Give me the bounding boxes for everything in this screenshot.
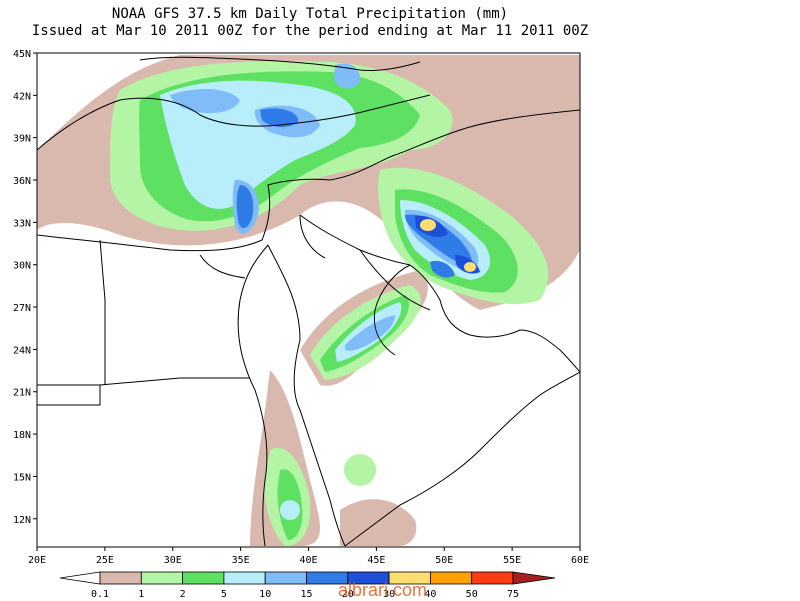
color-legend: 0.1 1 2 5 10 15 20 30 40 50 75: [59, 571, 556, 600]
lat-tick-label: 30N: [13, 261, 31, 272]
lat-tick-label: 12N: [13, 515, 31, 526]
lon-tick-label: 25E: [96, 555, 114, 566]
legend-swatch: [264, 571, 307, 585]
coastlines: [37, 56, 580, 547]
lat-tick-label: 21N: [13, 388, 31, 399]
lat-tick-label: 45N: [13, 49, 31, 60]
legend-label: 2: [180, 589, 186, 600]
legend-label: 30: [383, 589, 395, 600]
lon-tick-label: 55E: [503, 555, 521, 566]
lat-tick-label: 18N: [13, 430, 31, 441]
lat-tick-label: 36N: [13, 176, 31, 187]
legend-arrow-right: [512, 571, 556, 585]
legend-label: 20: [342, 589, 354, 600]
legend-label: 50: [466, 589, 478, 600]
legend-label: 15: [300, 589, 312, 600]
legend-label: 0.1: [91, 589, 109, 600]
legend-label: 40: [424, 589, 436, 600]
watermark: albrari.com: [338, 580, 428, 600]
lat-tick-label: 33N: [13, 218, 31, 229]
longitude-axis: 20E 25E 30E 35E 40E 45E 50E 55E 60E: [28, 547, 589, 566]
map-subtitle: Issued at Mar 10 2011 00Z for the period…: [31, 23, 589, 39]
lat-tick-label: 15N: [13, 472, 31, 483]
legend-swatch: [182, 571, 225, 585]
legend-swatch: [429, 571, 473, 585]
legend-label: 1: [138, 589, 144, 600]
lon-tick-label: 60E: [571, 555, 589, 566]
lat-tick-label: 42N: [13, 91, 31, 102]
latitude-axis: 12N 15N 18N 21N 24N 27N 30N 33N 36N 39N 42N 45N: [13, 49, 37, 526]
lon-tick-label: 30E: [164, 555, 182, 566]
precip-fields: [37, 55, 580, 546]
legend-swatch: [99, 571, 142, 585]
lat-tick-label: 39N: [13, 134, 31, 145]
legend-label: 5: [221, 589, 227, 600]
legend-swatch: [223, 571, 266, 585]
legend-swatch: [140, 571, 184, 585]
lat-tick-label: 27N: [13, 303, 31, 314]
legend-arrow-left: [59, 571, 101, 585]
lon-tick-label: 45E: [367, 555, 385, 566]
lon-tick-label: 20E: [28, 555, 46, 566]
lat-tick-label: 24N: [13, 345, 31, 356]
lon-tick-label: 35E: [232, 555, 250, 566]
map-title: NOAA GFS 37.5 km Daily Total Precipitati…: [111, 6, 509, 22]
lon-tick-label: 40E: [299, 555, 317, 566]
lon-tick-label: 50E: [435, 555, 453, 566]
legend-label: 10: [259, 589, 271, 600]
legend-label: 75: [507, 589, 519, 600]
legend-swatch: [471, 571, 514, 585]
